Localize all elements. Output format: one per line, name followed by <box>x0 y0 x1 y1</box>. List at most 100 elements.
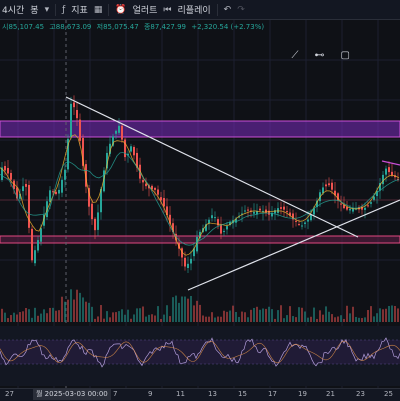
indicators-icon[interactable]: ƒ <box>62 4 66 15</box>
volume-bar <box>292 316 294 322</box>
candle-body <box>289 212 291 216</box>
volume-bar <box>226 311 228 322</box>
volume-bar <box>358 317 360 322</box>
volume-bar <box>97 316 99 322</box>
candle-body <box>4 165 6 171</box>
volume-bar <box>130 318 132 322</box>
volume-bar <box>181 296 183 322</box>
candle-body <box>82 137 84 166</box>
candle-body <box>265 209 267 213</box>
candle-body <box>28 184 30 228</box>
volume-bar <box>388 305 390 322</box>
candle-body <box>7 167 9 174</box>
indicators-button[interactable]: 지표 <box>71 6 88 16</box>
ohlc-change: +2,320.54 (+2.73%) <box>191 23 265 31</box>
short-trendline <box>381 160 400 166</box>
candle-body <box>13 180 15 190</box>
volume-bar <box>136 308 138 322</box>
candle-body <box>37 240 39 251</box>
candle-body <box>19 193 21 199</box>
volume-bar <box>160 318 162 322</box>
alert-icon[interactable]: ⏰ <box>115 4 127 15</box>
candle-body <box>31 228 33 261</box>
volume-bar <box>13 312 15 322</box>
rectangle-icon[interactable]: ▢ <box>340 50 350 61</box>
volume-bar <box>82 297 84 322</box>
candle-body <box>343 204 345 209</box>
candle-body <box>295 220 297 222</box>
chart-type-button[interactable]: 봉 <box>30 6 39 16</box>
volume-bar <box>169 316 171 322</box>
volume-bar <box>361 318 363 322</box>
candle-body <box>247 209 249 211</box>
volume-bar <box>382 309 384 322</box>
ohlc-close: 종87,427.99 <box>143 23 187 31</box>
volume-bar <box>46 313 48 322</box>
candle-body <box>184 257 186 267</box>
volume-bar <box>232 305 234 322</box>
drawing-tools: ⟋ ⊷ ▢ <box>292 50 350 61</box>
candle-body <box>187 263 189 269</box>
volume-bar <box>16 314 18 322</box>
candle-body <box>217 219 219 226</box>
volume-bar <box>208 316 210 322</box>
volume-bar <box>91 306 93 322</box>
volume-bar <box>49 307 51 322</box>
replay-icon[interactable]: ⏮ <box>163 4 172 15</box>
volume-bar <box>202 315 204 322</box>
candle-body <box>361 206 363 210</box>
volume-bar <box>313 307 315 322</box>
volume-bar <box>1 308 3 322</box>
volume-bar <box>253 307 255 322</box>
volume-bar <box>364 317 366 322</box>
time-axis-tick-label: 7 <box>113 390 118 398</box>
candle-body <box>193 248 195 257</box>
layout-icon[interactable]: ▦ <box>93 4 103 15</box>
candle-body <box>76 109 78 119</box>
candle-body <box>331 182 333 190</box>
time-axis-tick-label: 11 <box>176 390 185 398</box>
candle-body <box>370 202 372 204</box>
volume-bar <box>256 306 258 322</box>
replay-button[interactable]: 리플레이 <box>177 6 211 16</box>
candle-body <box>145 183 147 187</box>
candle-body <box>10 172 12 180</box>
volume-bar <box>139 308 141 322</box>
candle-body <box>190 258 192 264</box>
volume-bar <box>193 305 195 322</box>
volume-bar <box>334 317 336 322</box>
volume-bar <box>244 312 246 322</box>
volume-bar <box>154 315 156 322</box>
candle-body <box>118 125 120 133</box>
horizontal-ray-icon[interactable]: ⊷ <box>314 50 325 61</box>
candle-body <box>367 205 369 207</box>
candle-body <box>121 125 123 140</box>
volume-bar <box>397 308 399 322</box>
chevron-down-icon[interactable]: ▾ <box>44 4 50 15</box>
volume-bar <box>34 307 36 322</box>
volume-bar <box>385 308 387 322</box>
candle-body <box>220 224 222 234</box>
undo-icon[interactable]: ↶ <box>223 4 232 15</box>
candle-body <box>364 207 366 210</box>
ohlc-legend: 시85,107.45 고88,673.09 저85,075.47 종87,427… <box>2 22 267 32</box>
alert-button[interactable]: 얼러트 <box>132 6 158 16</box>
candle-body <box>214 217 216 219</box>
candle-body <box>85 164 87 187</box>
price-chart[interactable] <box>0 0 400 388</box>
oscillator-line <box>0 337 400 368</box>
candle-body <box>256 211 258 215</box>
candle-body <box>322 187 324 194</box>
volume-bar <box>289 306 291 322</box>
volume-bar <box>316 318 318 322</box>
volume-bar <box>307 317 309 322</box>
candle-body <box>58 189 60 194</box>
interval-button[interactable]: 4시간 <box>2 6 25 16</box>
trend-line-icon[interactable]: ⟋ <box>291 50 299 61</box>
volume-bar <box>241 311 243 322</box>
candle-body <box>259 208 261 211</box>
volume-bar <box>298 307 300 322</box>
volume-bar <box>319 310 321 322</box>
redo-icon[interactable]: ↷ <box>237 4 245 15</box>
volume-bar <box>106 311 108 322</box>
